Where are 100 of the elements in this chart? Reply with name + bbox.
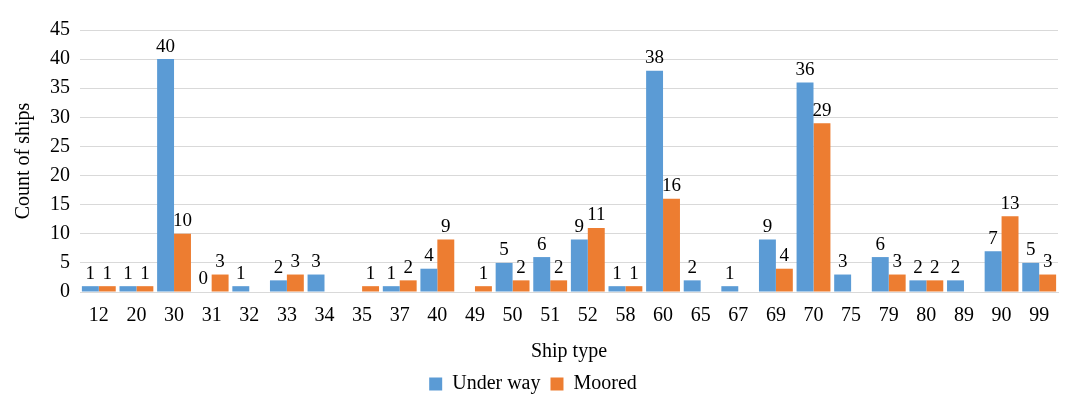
- x-tick-label: 89: [953, 303, 974, 326]
- data-label: 1: [386, 261, 397, 283]
- data-label: 9: [441, 215, 451, 237]
- x-axis-title: Ship type: [530, 339, 608, 363]
- data-label: 1: [478, 261, 489, 283]
- data-label: 1: [123, 261, 133, 283]
- y-tick-label: 30: [50, 104, 70, 127]
- bar: [625, 286, 643, 292]
- data-label: 2: [950, 255, 961, 277]
- data-label: 5: [499, 238, 509, 260]
- data-label: 3: [837, 250, 848, 272]
- bar: [608, 286, 626, 292]
- bar: [570, 239, 588, 292]
- bar: [512, 280, 530, 292]
- x-tick-label: 34: [314, 303, 335, 326]
- bar: [119, 286, 137, 292]
- data-label: 16: [662, 174, 681, 196]
- x-tick-label: 70: [803, 303, 824, 326]
- data-label: 1: [140, 261, 150, 283]
- data-label: 36: [795, 57, 815, 79]
- bar: [984, 251, 1002, 292]
- x-tick-label: 50: [502, 303, 523, 326]
- data-label: 4: [424, 244, 435, 266]
- bar: [136, 286, 154, 292]
- x-tick-label: 32: [239, 303, 260, 326]
- bar: [871, 257, 889, 292]
- bar: [683, 280, 701, 292]
- data-label: 3: [215, 250, 225, 272]
- bar: [232, 286, 250, 292]
- legend-label: Under way: [452, 371, 541, 395]
- x-tick-label: 69: [765, 303, 786, 326]
- data-label: 3: [311, 250, 321, 272]
- bar: [81, 286, 99, 292]
- y-tick-label: 10: [50, 221, 70, 244]
- data-label: 2: [553, 255, 564, 277]
- x-tick-label: 35: [352, 303, 373, 326]
- data-label: 9: [574, 215, 585, 237]
- data-label: 11: [587, 203, 606, 225]
- y-axis-title: Count of ships: [11, 102, 35, 220]
- x-tick-label: 58: [615, 303, 636, 326]
- bar: [1001, 216, 1019, 292]
- bar: [157, 59, 175, 292]
- y-tick-label: 35: [50, 75, 70, 98]
- data-label: 2: [687, 255, 697, 277]
- data-label: 5: [1025, 238, 1036, 260]
- x-tick-label: 40: [427, 303, 448, 326]
- bar: [1039, 274, 1057, 292]
- data-label: 38: [645, 46, 665, 68]
- data-label: 3: [290, 250, 301, 272]
- data-label: 6: [875, 232, 886, 254]
- data-label: 2: [913, 255, 923, 277]
- x-tick-label: 60: [653, 303, 674, 326]
- bar: [813, 123, 831, 292]
- x-tick-label: 90: [991, 303, 1012, 326]
- bar: [926, 280, 944, 292]
- bar: [420, 268, 438, 292]
- bar: [834, 274, 852, 292]
- bar: [663, 198, 680, 292]
- x-tick-label: 20: [126, 303, 147, 326]
- x-tick-label: 99: [1029, 303, 1050, 326]
- y-tick-label: 45: [50, 17, 70, 40]
- data-label: 3: [1042, 250, 1053, 272]
- bar: [796, 82, 814, 292]
- bar: [646, 70, 664, 292]
- data-label: 1: [236, 261, 246, 283]
- bar: [888, 274, 906, 292]
- y-tick-label: 20: [50, 162, 70, 185]
- data-label: 1: [725, 261, 735, 283]
- bar: [1022, 262, 1040, 292]
- x-tick-label: 51: [540, 303, 561, 326]
- bar: [98, 286, 116, 292]
- data-label: 4: [779, 244, 790, 266]
- data-label: 10: [173, 209, 192, 231]
- legend-label: Moored: [573, 371, 637, 394]
- x-tick-label: 79: [878, 303, 899, 326]
- data-label: 40: [156, 34, 176, 56]
- bar: [286, 274, 304, 292]
- data-label: 13: [1000, 191, 1020, 213]
- x-tick-label: 75: [841, 303, 862, 326]
- data-label: 2: [930, 255, 940, 277]
- data-label: 0: [198, 267, 208, 289]
- data-label: 1: [102, 261, 113, 283]
- bar: [362, 286, 380, 292]
- bar: [758, 239, 776, 292]
- data-label: 2: [273, 255, 284, 277]
- bar: [533, 257, 551, 292]
- data-label: 1: [365, 261, 376, 283]
- y-tick-label: 15: [50, 191, 70, 214]
- data-label: 29: [812, 98, 832, 120]
- bar: [307, 274, 325, 292]
- bar: [947, 280, 964, 292]
- y-tick-label: 0: [60, 279, 70, 302]
- bar: [382, 286, 400, 292]
- bar: [437, 239, 455, 292]
- y-tick-label: 25: [50, 133, 70, 156]
- bar: [721, 286, 739, 292]
- data-label: 1: [85, 261, 96, 283]
- bar: [775, 268, 793, 292]
- x-tick-label: 80: [916, 303, 937, 326]
- bar: [909, 280, 927, 292]
